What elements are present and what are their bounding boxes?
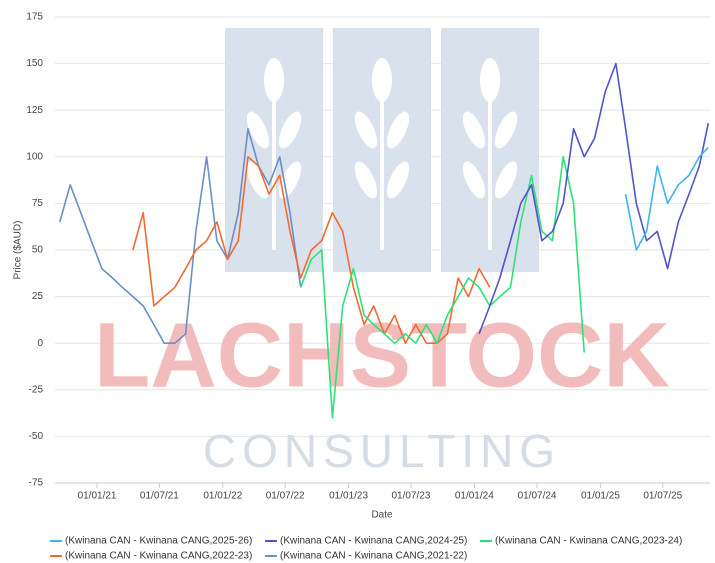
x-tick-label: 01/07/24	[518, 491, 557, 502]
x-tick-label: 01/07/23	[391, 491, 430, 502]
y-axis-label: Price ($AUD)	[13, 221, 24, 280]
y-tick-label: -75	[29, 478, 44, 489]
series-line	[624, 146, 709, 251]
series-line	[478, 62, 710, 335]
x-tick-label: 01/01/23	[329, 491, 368, 502]
x-tick-label: 01/07/25	[643, 491, 682, 502]
y-tick-label: 150	[26, 58, 43, 69]
y-tick-label: -25	[29, 384, 44, 395]
x-tick-label: 01/01/21	[78, 491, 117, 502]
x-tick-label: 01/07/22	[266, 491, 305, 502]
x-tick-label: 01/01/25	[581, 491, 620, 502]
x-tick-label: 01/01/24	[455, 491, 494, 502]
y-tick-label: 175	[26, 12, 43, 23]
watermark-logo	[225, 28, 539, 272]
wheat-icons	[246, 58, 518, 250]
y-tick-label: 75	[32, 198, 44, 209]
y-tick-label: 100	[26, 151, 43, 162]
legend-label: (Kwinana CAN - Kwinana CANG,2022-23)	[65, 551, 252, 562]
x-axis-label: Date	[371, 510, 393, 521]
watermark-subtitle: CONSULTING	[203, 425, 561, 477]
watermark-title: LACHSTOCK	[94, 304, 670, 406]
y-tick-label: 125	[26, 105, 43, 116]
y-tick-label: -50	[29, 431, 44, 442]
series-line	[132, 156, 491, 344]
x-tick-label: 01/01/22	[203, 491, 242, 502]
legend-label: (Kwinana CAN - Kwinana CANG,2024-25)	[280, 536, 467, 547]
y-tick-label: 50	[32, 245, 44, 256]
y-tick-label: 0	[37, 338, 43, 349]
series-line	[299, 156, 585, 419]
legend-label: (Kwinana CAN - Kwinana CANG,2023-24)	[495, 536, 682, 547]
legend-label: (Kwinana CAN - Kwinana CANG,2021-22)	[280, 551, 467, 562]
legend-label: (Kwinana CAN - Kwinana CANG,2025-26)	[65, 536, 252, 547]
y-tick-label: 25	[32, 291, 44, 302]
x-tick-label: 01/07/21	[140, 491, 179, 502]
